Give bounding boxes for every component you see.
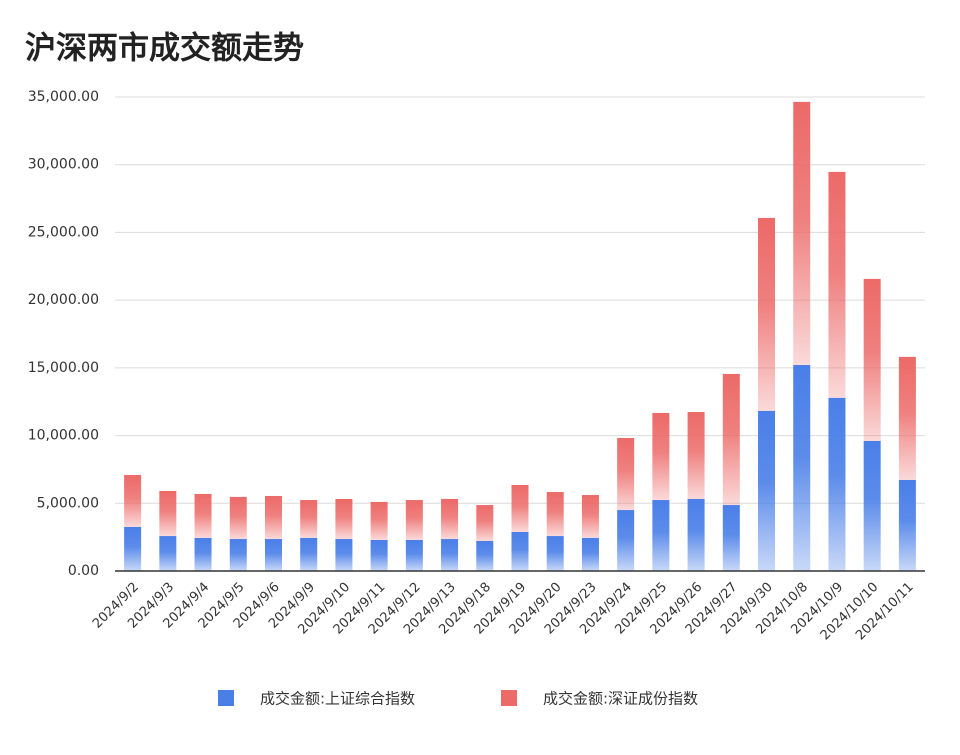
bar-segment (828, 397, 846, 571)
bar-segment (511, 531, 529, 571)
bar-segment (441, 498, 459, 540)
bar-segment (229, 539, 247, 571)
y-tick-label: 5,000.00 (37, 495, 99, 511)
bar-segment (617, 438, 635, 511)
bar-segment (476, 505, 494, 541)
bar-segment (124, 474, 142, 527)
bar-segment (300, 500, 318, 538)
y-tick-label: 35,000.00 (28, 89, 99, 105)
bar-segment (441, 539, 459, 571)
bar-segment (405, 539, 423, 571)
bar-segment (581, 495, 599, 538)
bar-segment (687, 412, 705, 499)
legend-swatch (218, 690, 234, 706)
y-tick-label: 0.00 (68, 563, 99, 579)
bar-segment (194, 537, 212, 571)
bar-segment (898, 356, 916, 480)
bar-segment (722, 505, 740, 571)
bar-segment (159, 490, 177, 537)
bar-segment (722, 373, 740, 506)
bar-segment (124, 526, 142, 571)
y-tick-label: 25,000.00 (28, 224, 99, 240)
bar-segment (581, 537, 599, 571)
bar-segment (758, 410, 776, 571)
bar-segment (793, 365, 811, 571)
bar-segment (229, 496, 247, 540)
bar-segment (546, 536, 564, 571)
y-tick-label: 15,000.00 (28, 360, 99, 376)
bar-segment (511, 485, 529, 532)
bar-segment (863, 278, 881, 441)
bar-segment (405, 500, 423, 540)
bar-segment (335, 498, 353, 540)
bar-segment (652, 500, 670, 571)
bar-segment (300, 537, 318, 571)
y-tick-label: 30,000.00 (28, 157, 99, 173)
legend-label: 成交金额:深证成份指数 (543, 690, 698, 708)
bar-segment (264, 539, 282, 571)
bar-segment (194, 493, 212, 538)
y-tick-label: 10,000.00 (28, 428, 99, 444)
bar-segment (828, 171, 846, 398)
bar-segment (370, 501, 388, 540)
bar-segment (159, 536, 177, 571)
bar-segment (758, 217, 776, 411)
bar-segment (617, 510, 635, 571)
legend-label: 成交金额:上证综合指数 (260, 690, 415, 708)
y-tick-label: 20,000.00 (28, 292, 99, 308)
bar-segment (652, 412, 670, 501)
bar-segment (793, 101, 811, 366)
bar-segment (687, 498, 705, 571)
bar-segment (898, 479, 916, 571)
bar-segment (476, 540, 494, 571)
chart-title: 沪深两市成交额走势 (25, 31, 304, 67)
legend-swatch (501, 690, 517, 706)
bar-segment (546, 492, 564, 537)
bar-segment (370, 539, 388, 571)
bar-segment (335, 539, 353, 571)
bar-segment (863, 440, 881, 571)
bar-segment (264, 495, 282, 540)
